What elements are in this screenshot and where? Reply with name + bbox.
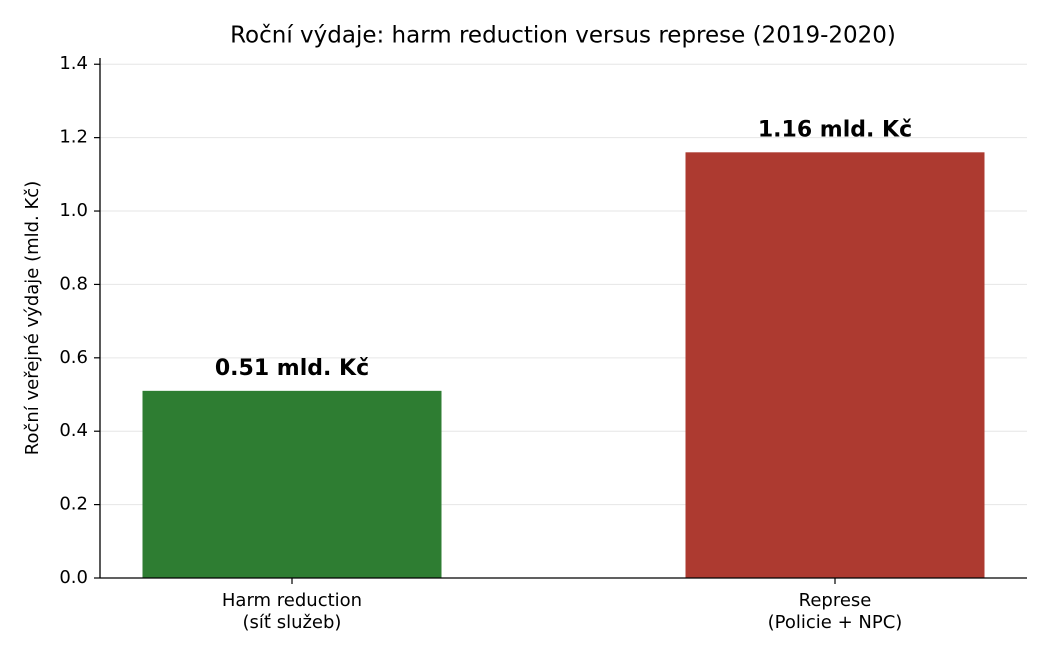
x-tick-label: Represe (Policie + NPC) <box>768 590 903 633</box>
y-tick-label: 1.0 <box>59 200 88 221</box>
x-tick-label: Harm reduction (síť služeb) <box>222 590 362 633</box>
y-tick-label: 1.2 <box>59 127 88 148</box>
value-label: 1.16 mld. Kč <box>758 117 912 142</box>
bar <box>685 152 985 578</box>
y-tick-label: 0.4 <box>59 420 88 441</box>
bar <box>142 390 442 578</box>
y-tick-label: 0.0 <box>59 567 88 588</box>
y-tick-label: 0.8 <box>59 273 88 294</box>
y-tick-label: 1.4 <box>59 53 88 74</box>
y-axis-label: Roční veřejné výdaje (mld. Kč) <box>22 181 43 455</box>
y-tick-label: 0.6 <box>59 347 88 368</box>
value-label: 0.51 mld. Kč <box>215 356 369 381</box>
chart-title: Roční výdaje: harm reduction versus repr… <box>230 23 896 49</box>
y-tick-label: 0.2 <box>59 494 88 515</box>
